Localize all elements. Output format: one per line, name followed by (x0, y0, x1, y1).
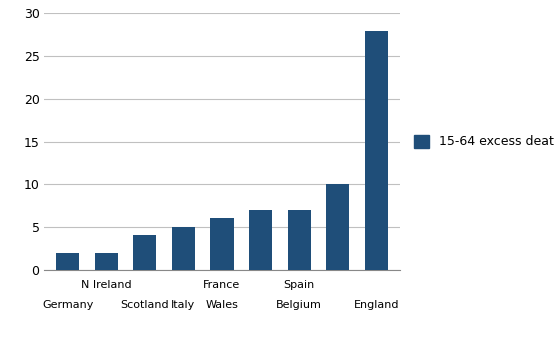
Legend: 15-64 excess deaths (Z score): 15-64 excess deaths (Z score) (410, 130, 555, 153)
Bar (326, 184, 350, 270)
Text: France: France (203, 280, 241, 290)
Bar (210, 218, 234, 270)
Bar (172, 227, 195, 270)
Bar (56, 252, 79, 270)
Bar (365, 31, 388, 270)
Bar (94, 252, 118, 270)
Text: N Ireland: N Ireland (81, 280, 132, 290)
Text: Scotland: Scotland (120, 300, 169, 310)
Bar (287, 210, 311, 270)
Text: England: England (354, 300, 399, 310)
Text: Belgium: Belgium (276, 300, 322, 310)
Text: Italy: Italy (171, 300, 195, 310)
Text: Wales: Wales (205, 300, 239, 310)
Text: Germany: Germany (42, 300, 93, 310)
Text: Spain: Spain (284, 280, 315, 290)
Bar (249, 210, 272, 270)
Bar (133, 236, 157, 270)
